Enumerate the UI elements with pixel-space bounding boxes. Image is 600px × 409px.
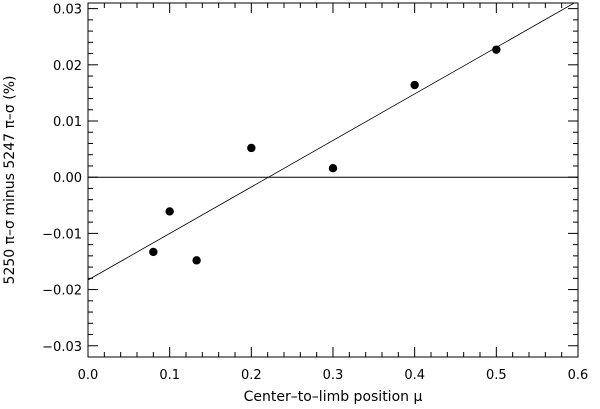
y-tick-label: −0.01 [42, 227, 82, 242]
x-tick-label: 0.1 [159, 368, 180, 383]
data-point [247, 143, 256, 153]
x-tick-label: 0.5 [486, 368, 507, 383]
fit-line [88, 3, 576, 281]
data-point [149, 247, 158, 257]
x-tick-label: 0.2 [241, 368, 262, 383]
tick-labels: 0.0 0.1 0.2 0.3 0.4 0.5 0.6 −0.03 −0.02 −0.01 0.00… [42, 3, 588, 383]
y-tick-label: −0.03 [42, 340, 82, 355]
y-tick-label: 0.02 [53, 59, 82, 74]
axis-ticks [87, 3, 579, 358]
data-point [492, 45, 501, 54]
y-tick-label: 0.00 [53, 171, 82, 186]
y-tick-label: 0.03 [53, 3, 82, 18]
x-tick-label: 0.3 [323, 368, 344, 383]
x-axis-label: Center–to–limb position μ [244, 389, 423, 405]
y-axis-label: 5250 π–σ minus 5247 π–σ (%) [2, 76, 18, 285]
data-point [192, 256, 201, 265]
x-tick-label: 0.6 [568, 368, 589, 383]
x-tick-label: 0.0 [78, 368, 99, 383]
x-tick-label: 0.4 [404, 368, 425, 383]
data-point [165, 207, 174, 216]
y-tick-label: −0.02 [42, 284, 82, 299]
data-point [328, 164, 338, 173]
plot-frame [87, 2, 579, 358]
chart-lines [88, 3, 578, 281]
data-points [149, 45, 501, 265]
data-point [410, 80, 419, 90]
y-tick-label: 0.01 [53, 115, 82, 130]
